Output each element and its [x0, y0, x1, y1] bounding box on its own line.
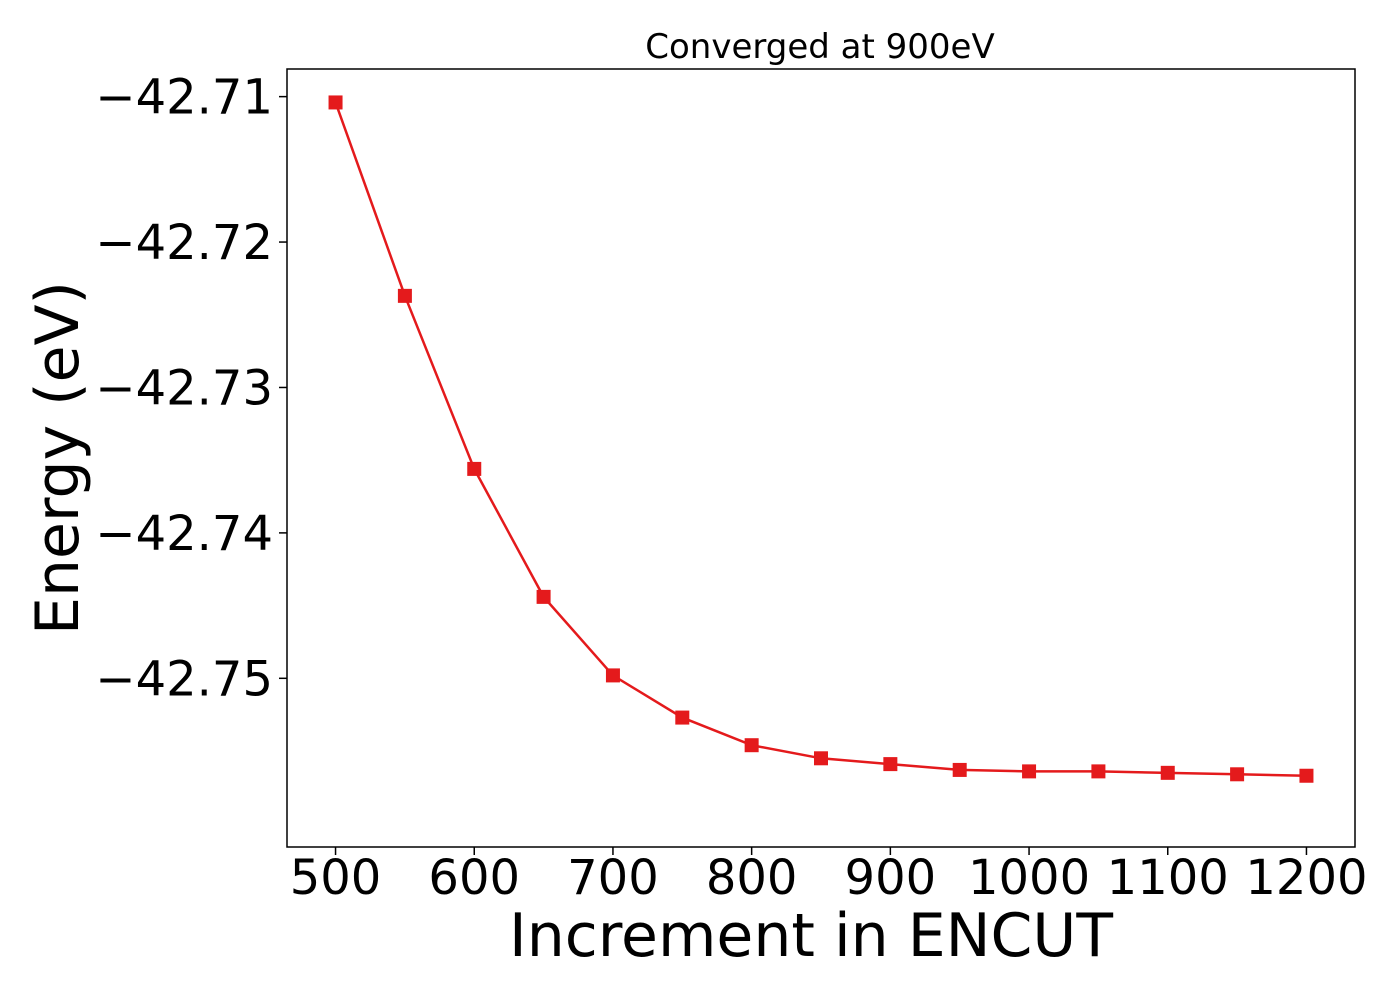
- data-point-marker: [1022, 764, 1037, 779]
- x-tick-label: 600: [428, 850, 520, 906]
- data-point-marker: [883, 757, 898, 772]
- y-tick-label: −42.74: [95, 506, 273, 562]
- y-axis-title: Energy (eV): [23, 281, 93, 635]
- data-point-marker: [328, 95, 343, 110]
- data-point-marker: [952, 762, 967, 777]
- data-point-marker: [1230, 767, 1245, 782]
- x-tick-label: 900: [845, 850, 937, 906]
- chart-title: Converged at 900eV: [645, 27, 994, 67]
- data-point-marker: [1091, 764, 1106, 779]
- x-tick-label: 1200: [1245, 850, 1367, 906]
- data-point-marker: [675, 710, 690, 725]
- data-point-marker: [467, 461, 482, 476]
- y-tick-label: −42.71: [95, 70, 273, 126]
- data-point-marker: [605, 668, 620, 683]
- y-tick-label: −42.75: [95, 651, 273, 707]
- data-point-marker: [1299, 768, 1314, 783]
- data-point-marker: [814, 751, 828, 766]
- x-axis: 500 600 700 800 900 1000 1100 1200: [290, 847, 1368, 906]
- data-point-marker: [397, 288, 412, 303]
- data-point-marker: [744, 738, 759, 753]
- y-tick-label: −42.72: [95, 215, 273, 271]
- energy-series-markers: [328, 95, 1314, 783]
- y-tick-label: −42.73: [95, 360, 273, 416]
- data-point-marker: [1160, 765, 1175, 780]
- x-tick-label: 800: [706, 850, 798, 906]
- x-tick-label: 1000: [968, 850, 1090, 906]
- x-tick-label: 500: [290, 850, 382, 906]
- plot-area-frame: [286, 68, 1356, 848]
- x-tick-label: 1100: [1107, 850, 1229, 906]
- energy-series-line: [334, 102, 1307, 777]
- x-axis-title: Increment in ENCUT: [509, 901, 1113, 971]
- data-point-marker: [536, 589, 551, 604]
- x-tick-label: 700: [567, 850, 659, 906]
- y-axis: −42.71 −42.72 −42.73 −42.74 −42.75: [95, 70, 287, 707]
